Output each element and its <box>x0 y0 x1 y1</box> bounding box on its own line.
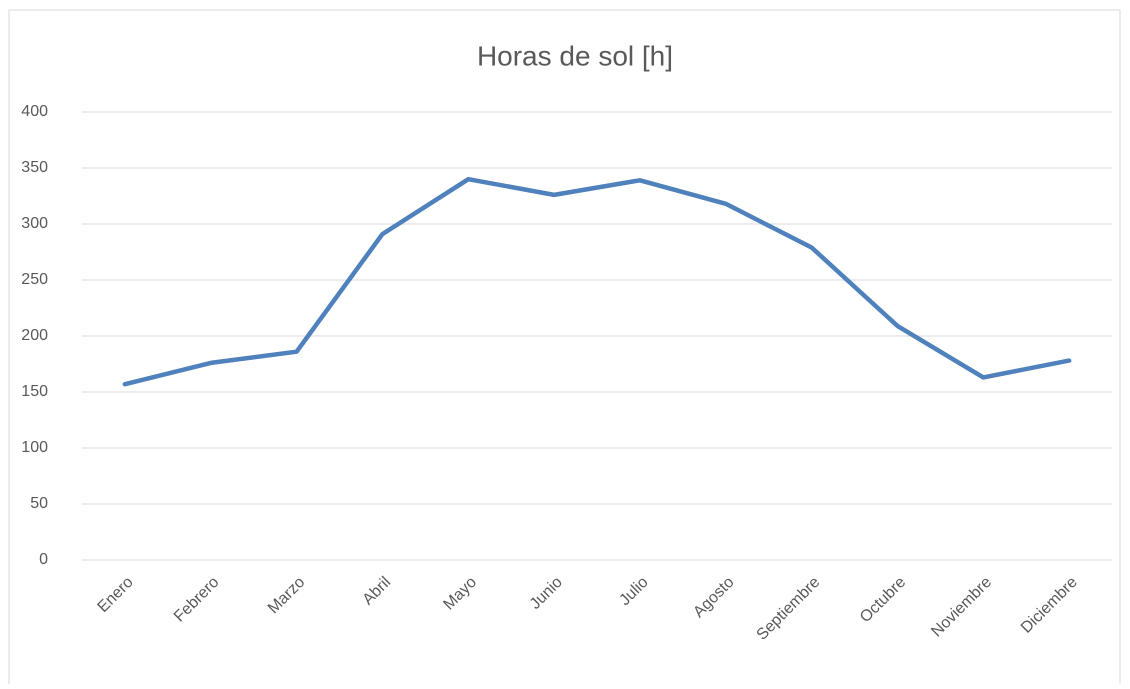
y-tick-label: 50 <box>30 495 48 512</box>
data-line <box>122 176 1072 387</box>
y-tick-label: 350 <box>21 159 48 176</box>
y-tick-label: 0 <box>39 551 48 568</box>
y-tick-label: 250 <box>21 271 48 288</box>
chart-border <box>8 9 1121 689</box>
y-tick-label: 400 <box>21 103 48 120</box>
y-tick-label: 200 <box>21 327 48 344</box>
chart-title: Horas de sol [h] <box>477 40 673 71</box>
y-tick-label: 300 <box>21 215 48 232</box>
y-tick-label: 150 <box>21 383 48 400</box>
y-tick-label: 100 <box>21 439 48 456</box>
